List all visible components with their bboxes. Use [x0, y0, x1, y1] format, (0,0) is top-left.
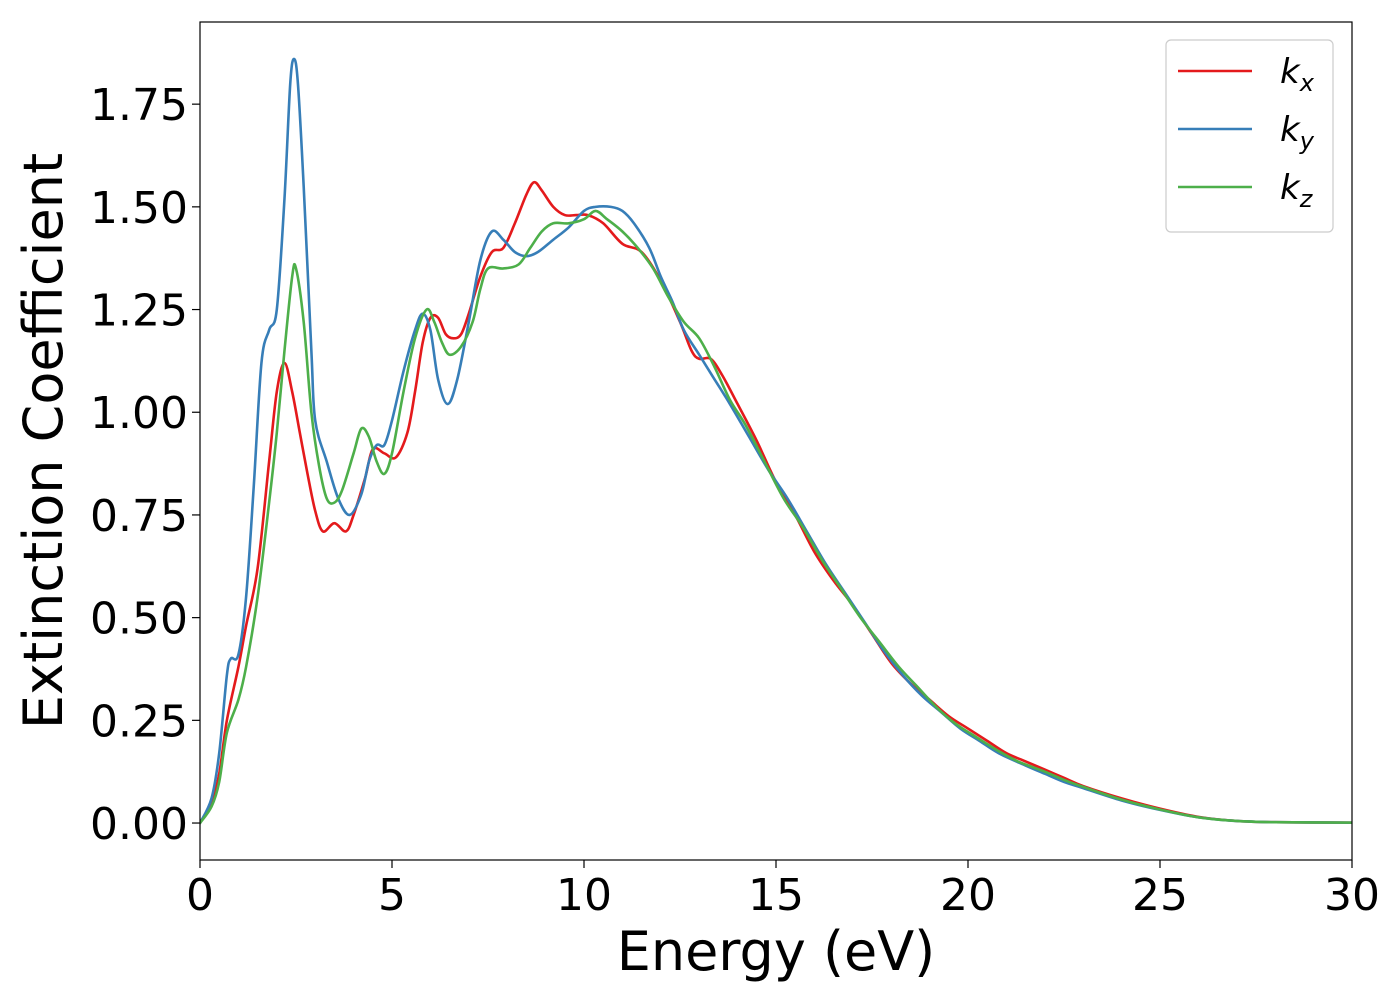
- series-line-k-z: [200, 209, 1352, 825]
- x-tick-label: 20: [940, 870, 996, 921]
- y-tick-label: 0.25: [90, 696, 188, 747]
- x-tick-label: 15: [748, 870, 804, 921]
- y-tick-label: 1.50: [90, 183, 188, 234]
- legend-box: [1165, 39, 1334, 233]
- x-tick-label: 10: [556, 870, 612, 921]
- y-tick-label: 0.00: [90, 799, 188, 850]
- x-tick-label: 30: [1324, 870, 1380, 921]
- x-tick-label: 25: [1132, 870, 1188, 921]
- y-axis-title: Extinction Coefficient: [12, 153, 75, 729]
- y-tick-label: 1.75: [90, 80, 188, 131]
- y-tick-label: 1.25: [90, 286, 188, 337]
- y-axis-ticks: 0.00 0.25 0.50 0.75 1.00 1.25 1.50 1.75: [90, 80, 200, 850]
- x-axis-ticks: 0 5 10 15 20 25 30: [186, 860, 1380, 921]
- series-layer: [200, 57, 1352, 825]
- y-tick-label: 0.50: [90, 594, 188, 645]
- y-tick-label: 0.75: [90, 491, 188, 542]
- y-tick-label: 1.00: [90, 388, 188, 439]
- x-tick-label: 0: [186, 870, 214, 921]
- x-tick-label: 5: [378, 870, 406, 921]
- series-line-k-x: [200, 180, 1352, 825]
- x-axis-title: Energy (eV): [617, 920, 936, 983]
